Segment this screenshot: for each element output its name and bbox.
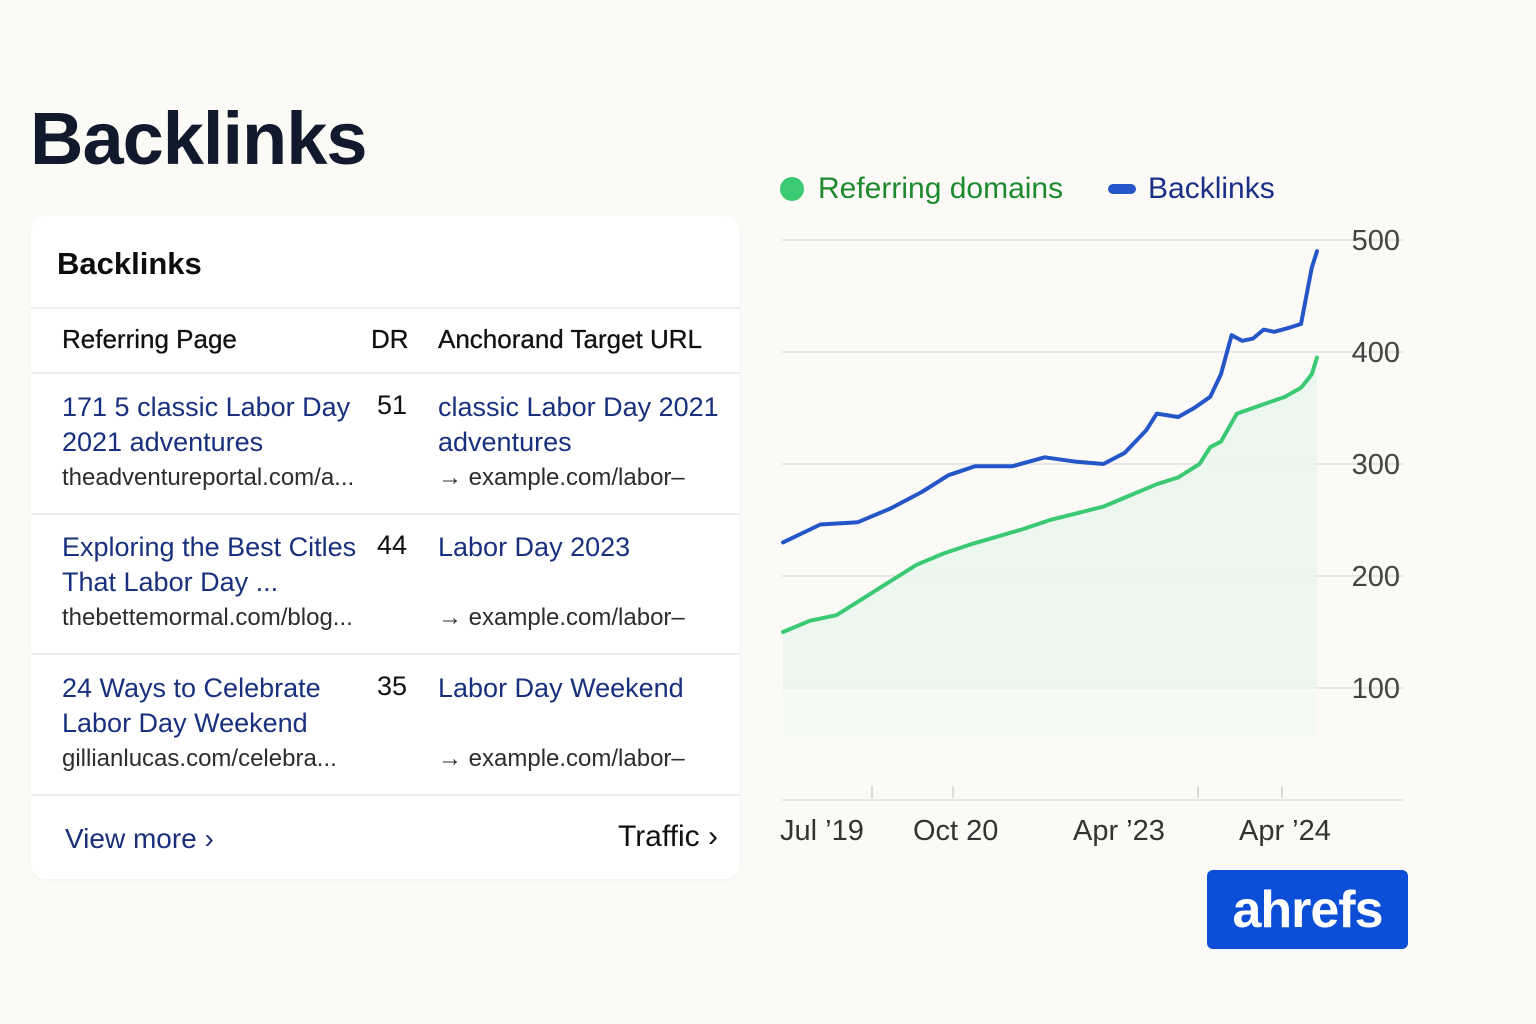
ahrefs-logo: ahrefs [1207,870,1408,949]
referring-page-link[interactable]: Exploring the Best Citles That Labor Day… [62,532,357,597]
legend-label: Backlinks [1148,172,1275,205]
table-row: Exploring the Best Citles That Labor Day… [31,514,740,654]
card-title: Backlinks [57,246,202,281]
table-row: 24 Ways to Celebrate Labor Day Weekend g… [31,655,740,795]
anchor-link[interactable]: Labor Day 2023 [438,532,631,562]
backlinks-card: Backlinks Referring Page DR Anchorand Ta… [31,216,740,879]
referring-domains-line [781,355,1319,634]
y-tick-labels: 100 200 300 400 500 [1352,225,1400,705]
y-tick-label: 100 [1352,673,1400,705]
target-url: → example.com/labor– [438,745,685,772]
y-tick-label: 300 [1352,449,1400,481]
y-tick-label: 400 [1352,337,1400,369]
x-tick-labels: Jul ’19 Oct 20 Apr ’23 Apr ’24 [780,786,1331,847]
legend-line-icon [1108,184,1136,194]
legend-item-referring-domains[interactable]: Referring domains [780,172,1063,206]
legend-item-backlinks[interactable]: Backlinks [1108,172,1275,206]
x-tick-label: Jul ’19 [780,815,864,847]
divider [31,794,740,796]
y-tick-label: 200 [1352,561,1400,593]
column-header-dr[interactable]: DR [371,324,409,354]
legend-dot-icon [780,177,804,201]
table-row: 171 5 classic Labor Day 2021 adventures … [31,374,740,514]
referring-page-url: gillianlucas.com/celebra... [62,745,337,772]
divider [31,513,740,515]
divider [31,307,740,309]
traffic-link[interactable]: Traffic › [617,820,718,853]
dr-value: 51 [377,390,408,420]
x-tick-label: Apr ’23 [1073,815,1165,847]
referring-domains-area [783,357,1317,688]
anchor-link[interactable]: Labor Day Weekend [438,673,684,703]
legend-label: Referring domains [818,172,1064,205]
chart-area [783,357,1317,738]
dr-value: 35 [377,671,408,701]
view-more-link[interactable]: View more › [65,823,214,854]
anchor-link[interactable]: classic Labor Day 2021 adventures [438,392,719,457]
referring-page-link[interactable]: 24 Ways to Celebrate Labor Day Weekend [62,673,321,738]
divider [31,372,740,374]
column-header-anchor-target[interactable]: Anchorand Target URL [438,324,703,354]
area-fade [783,688,1317,738]
referring-page-link[interactable]: 171 5 classic Labor Day 2021 adventures [62,392,351,457]
dr-value: 44 [377,530,408,560]
chart-lines [781,249,1319,634]
page-title: Backlinks [30,97,368,180]
referring-page-url: thebettemormal.com/blog... [62,604,353,631]
y-tick-label: 500 [1352,225,1400,257]
x-tick-label: Oct 20 [913,815,998,847]
target-url: → example.com/labor– [438,604,685,631]
referring-page-url: theadventureportal.com/a... [62,464,355,491]
backlinks-line [781,249,1319,545]
column-header-referring-page[interactable]: Referring Page [62,324,237,354]
divider [31,653,740,655]
x-tick-label: Apr ’24 [1239,815,1331,847]
target-url: → example.com/labor– [438,464,685,491]
